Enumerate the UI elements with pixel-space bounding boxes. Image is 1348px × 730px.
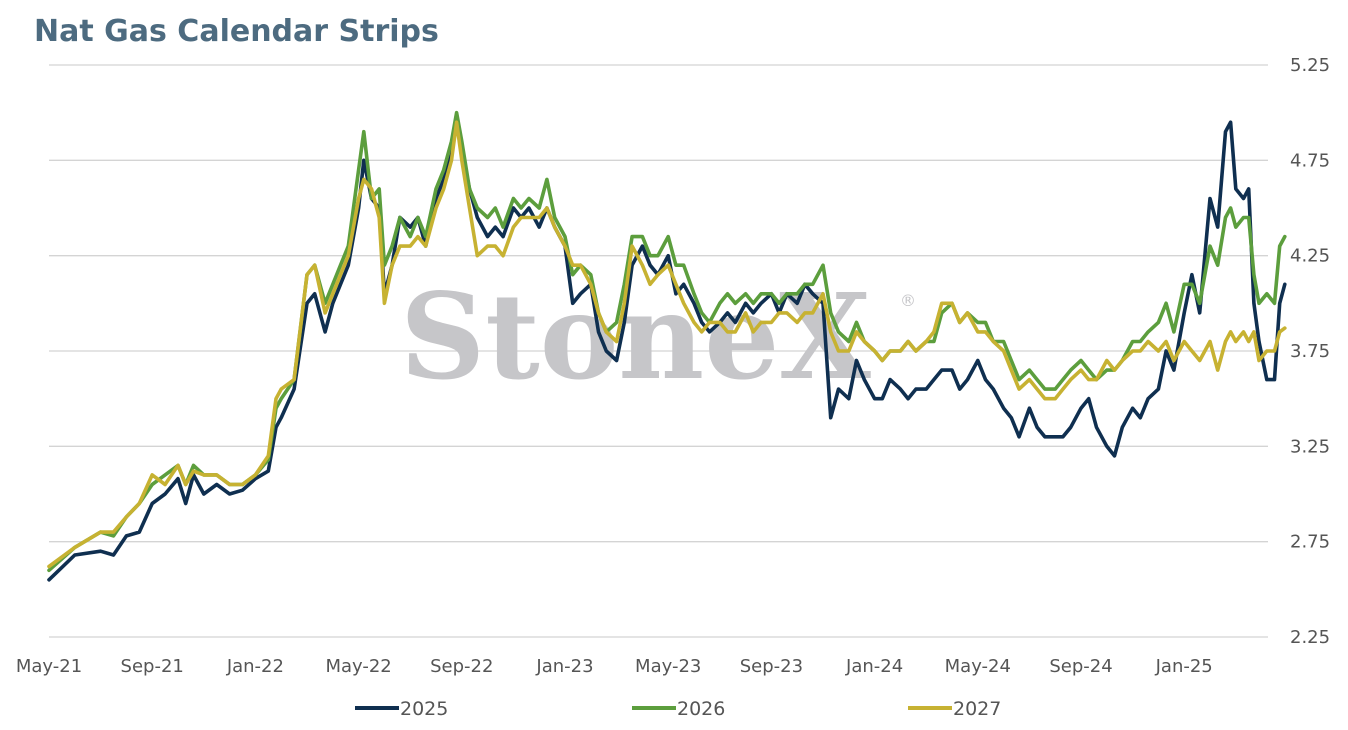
x-tick-label: May-21 <box>16 656 82 677</box>
y-tick-label: 2.25 <box>1290 627 1330 648</box>
x-axis-ticks: May-21 Sep-21 Jan-22 May-22 Sep-22 Jan-23 May-… <box>16 656 1213 677</box>
x-tick-label: Jan-22 <box>226 656 284 677</box>
series-line-2025 <box>47 120 1287 582</box>
series-lines <box>47 110 1287 582</box>
x-tick-label: Sep-24 <box>1049 656 1112 677</box>
x-tick-label: Sep-22 <box>430 656 493 677</box>
x-tick-label: May-23 <box>635 656 701 677</box>
y-tick-label: 5.25 <box>1290 55 1330 76</box>
y-tick-label: 4.25 <box>1290 246 1330 267</box>
legend-label-2025: 2025 <box>400 698 448 720</box>
legend-label-2027: 2027 <box>953 698 1001 720</box>
x-tick-label: Jan-25 <box>1155 656 1213 677</box>
legend: 2025 2026 2027 <box>355 698 1001 720</box>
y-tick-label: 3.25 <box>1290 436 1330 457</box>
y-axis-ticks: 5.25 4.75 4.25 3.75 3.25 2.75 2.25 <box>1290 55 1330 648</box>
x-tick-label: Sep-23 <box>740 656 803 677</box>
series-line-2027 <box>47 120 1287 569</box>
x-tick-label: May-22 <box>325 656 391 677</box>
registered-mark: ® <box>900 291 916 310</box>
x-tick-label: Sep-21 <box>121 656 184 677</box>
x-tick-label: Jan-23 <box>535 656 593 677</box>
y-tick-label: 4.75 <box>1290 150 1330 171</box>
watermark: StoneX <box>400 267 871 406</box>
x-tick-label: May-24 <box>945 656 1011 677</box>
x-tick-label: Jan-24 <box>845 656 903 677</box>
y-tick-label: 3.75 <box>1290 341 1330 362</box>
chart-title: Nat Gas Calendar Strips <box>34 14 439 49</box>
legend-label-2026: 2026 <box>677 698 725 720</box>
y-tick-label: 2.75 <box>1290 532 1330 553</box>
